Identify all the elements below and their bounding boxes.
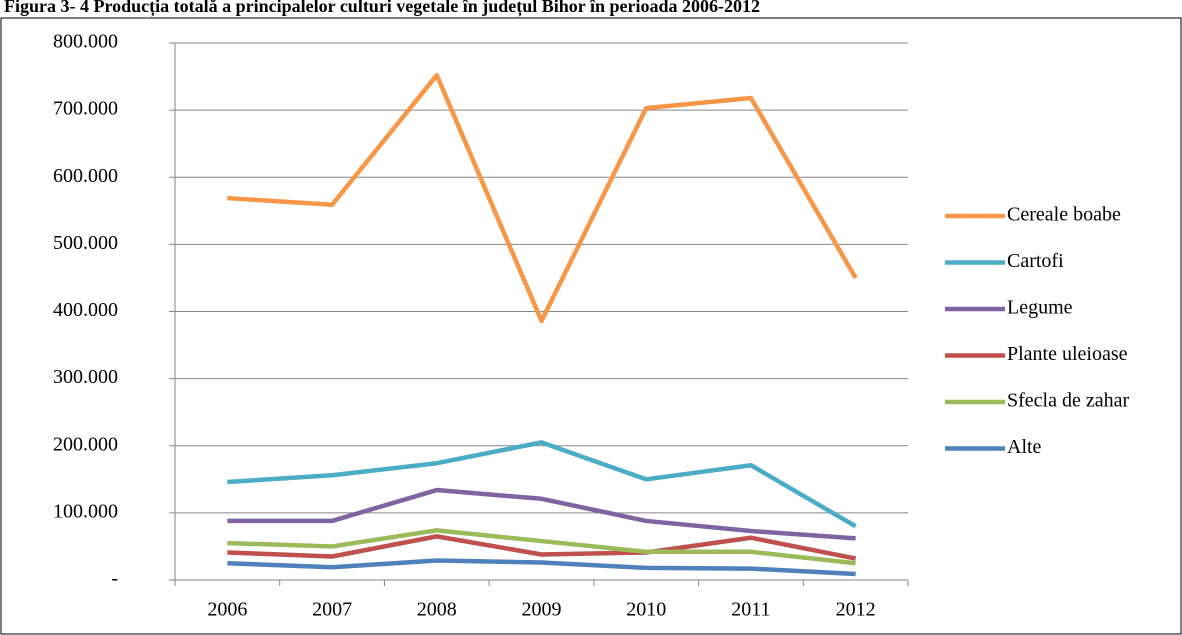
series-line	[227, 72, 858, 324]
x-tick-label: 2011	[731, 599, 770, 621]
chart-title: Figura 3- 4 Producția totală a principal…	[4, 0, 760, 17]
series-line	[227, 487, 856, 541]
y-tick-label: -	[111, 568, 118, 590]
x-tick-label: 2010	[626, 599, 666, 621]
y-tick-label: 200.000	[53, 433, 118, 455]
y-tick-label: 400.000	[53, 299, 118, 321]
legend-label: Cartofi	[1007, 250, 1064, 272]
y-tick-label: 800.000	[53, 31, 118, 53]
y-tick-label: 600.000	[53, 165, 118, 187]
y-tick-label: 100.000	[53, 500, 118, 522]
legend-label: Sfecla de zahar	[1007, 390, 1129, 412]
series-line	[227, 528, 856, 566]
x-tick-label: 2008	[417, 599, 457, 621]
x-tick-label: 2007	[312, 599, 352, 621]
x-tick-label: 2006	[207, 599, 247, 621]
y-tick-label: 700.000	[53, 98, 118, 120]
x-tick-label: 2009	[522, 599, 562, 621]
series-line	[227, 440, 857, 529]
x-tick-label: 2012	[836, 599, 876, 621]
chart-frame	[0, 17, 1182, 635]
y-tick-label: 500.000	[53, 232, 118, 254]
series-line	[227, 534, 857, 561]
series-line	[227, 558, 856, 577]
y-tick-label: 300.000	[53, 366, 118, 388]
legend-label: Alte	[1007, 436, 1042, 458]
legend-label: Cereale boabe	[1007, 204, 1121, 226]
legend-label: Plante uleioase	[1007, 343, 1128, 365]
legend-label: Legume	[1007, 297, 1073, 319]
